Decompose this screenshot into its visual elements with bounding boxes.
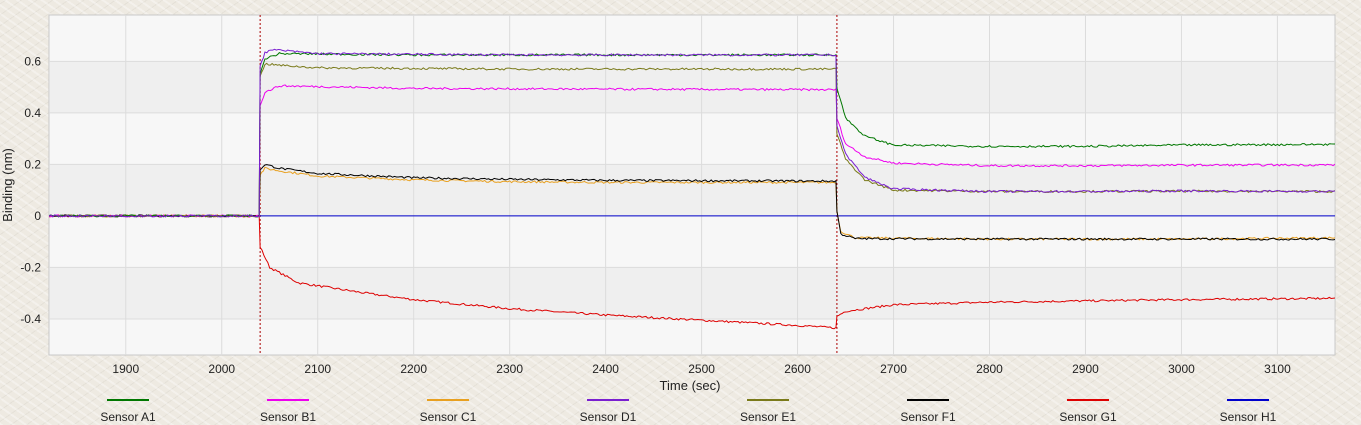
x-tick-label: 2200 bbox=[400, 362, 427, 376]
series-layer bbox=[49, 48, 1335, 330]
plot-band bbox=[50, 267, 1334, 319]
x-tick-label: 2500 bbox=[688, 362, 715, 376]
x-tick-label: 1900 bbox=[112, 362, 139, 376]
x-tick-label: 2900 bbox=[1072, 362, 1099, 376]
legend-label: Sensor C1 bbox=[420, 410, 477, 424]
plot-band bbox=[50, 164, 1334, 216]
y-tick-label: 0.6 bbox=[24, 54, 41, 68]
series-line-sensor-b1 bbox=[49, 84, 1335, 218]
y-tick-label: -0.2 bbox=[20, 260, 41, 274]
x-tick-label: 2700 bbox=[880, 362, 907, 376]
series-line-sensor-g1 bbox=[49, 214, 1335, 330]
y-tick-label: 0.2 bbox=[24, 157, 41, 171]
y-tick-label: 0.4 bbox=[24, 106, 41, 120]
legend-label: Sensor G1 bbox=[1059, 410, 1117, 424]
x-axis-ticks: 1900 2000 2100 2200 2300 2400 2500 2600 2700 2800… bbox=[112, 362, 1291, 376]
legend-label: Sensor H1 bbox=[1220, 410, 1277, 424]
x-tick-label: 2100 bbox=[304, 362, 331, 376]
y-tick-label: 0 bbox=[34, 209, 41, 223]
x-tick-label: 3100 bbox=[1264, 362, 1291, 376]
y-axis-ticks: -0.4 -0.2 0 0.2 0.4 0.6 bbox=[20, 54, 41, 326]
series-line-sensor-f1 bbox=[49, 164, 1335, 241]
x-tick-label: 2000 bbox=[208, 362, 235, 376]
x-tick-label: 3000 bbox=[1168, 362, 1195, 376]
plot-bands bbox=[50, 61, 1334, 319]
legend-label: Sensor E1 bbox=[740, 410, 796, 424]
plot-band bbox=[50, 61, 1334, 113]
x-axis-title: Time (sec) bbox=[660, 378, 721, 393]
legend: Sensor A1 Sensor B1 Sensor C1 Sensor D1 Sens… bbox=[100, 399, 1277, 424]
legend-label: Sensor D1 bbox=[580, 410, 637, 424]
x-tick-label: 2300 bbox=[496, 362, 523, 376]
legend-label: Sensor A1 bbox=[100, 410, 156, 424]
x-tick-label: 2600 bbox=[784, 362, 811, 376]
series-line-sensor-d1 bbox=[49, 48, 1335, 218]
legend-label: Sensor F1 bbox=[900, 410, 956, 424]
x-tick-label: 2800 bbox=[976, 362, 1003, 376]
y-tick-label: -0.4 bbox=[20, 312, 41, 326]
legend-label: Sensor B1 bbox=[260, 410, 316, 424]
x-tick-label: 2400 bbox=[592, 362, 619, 376]
y-axis-title: Binding (nm) bbox=[0, 148, 15, 222]
